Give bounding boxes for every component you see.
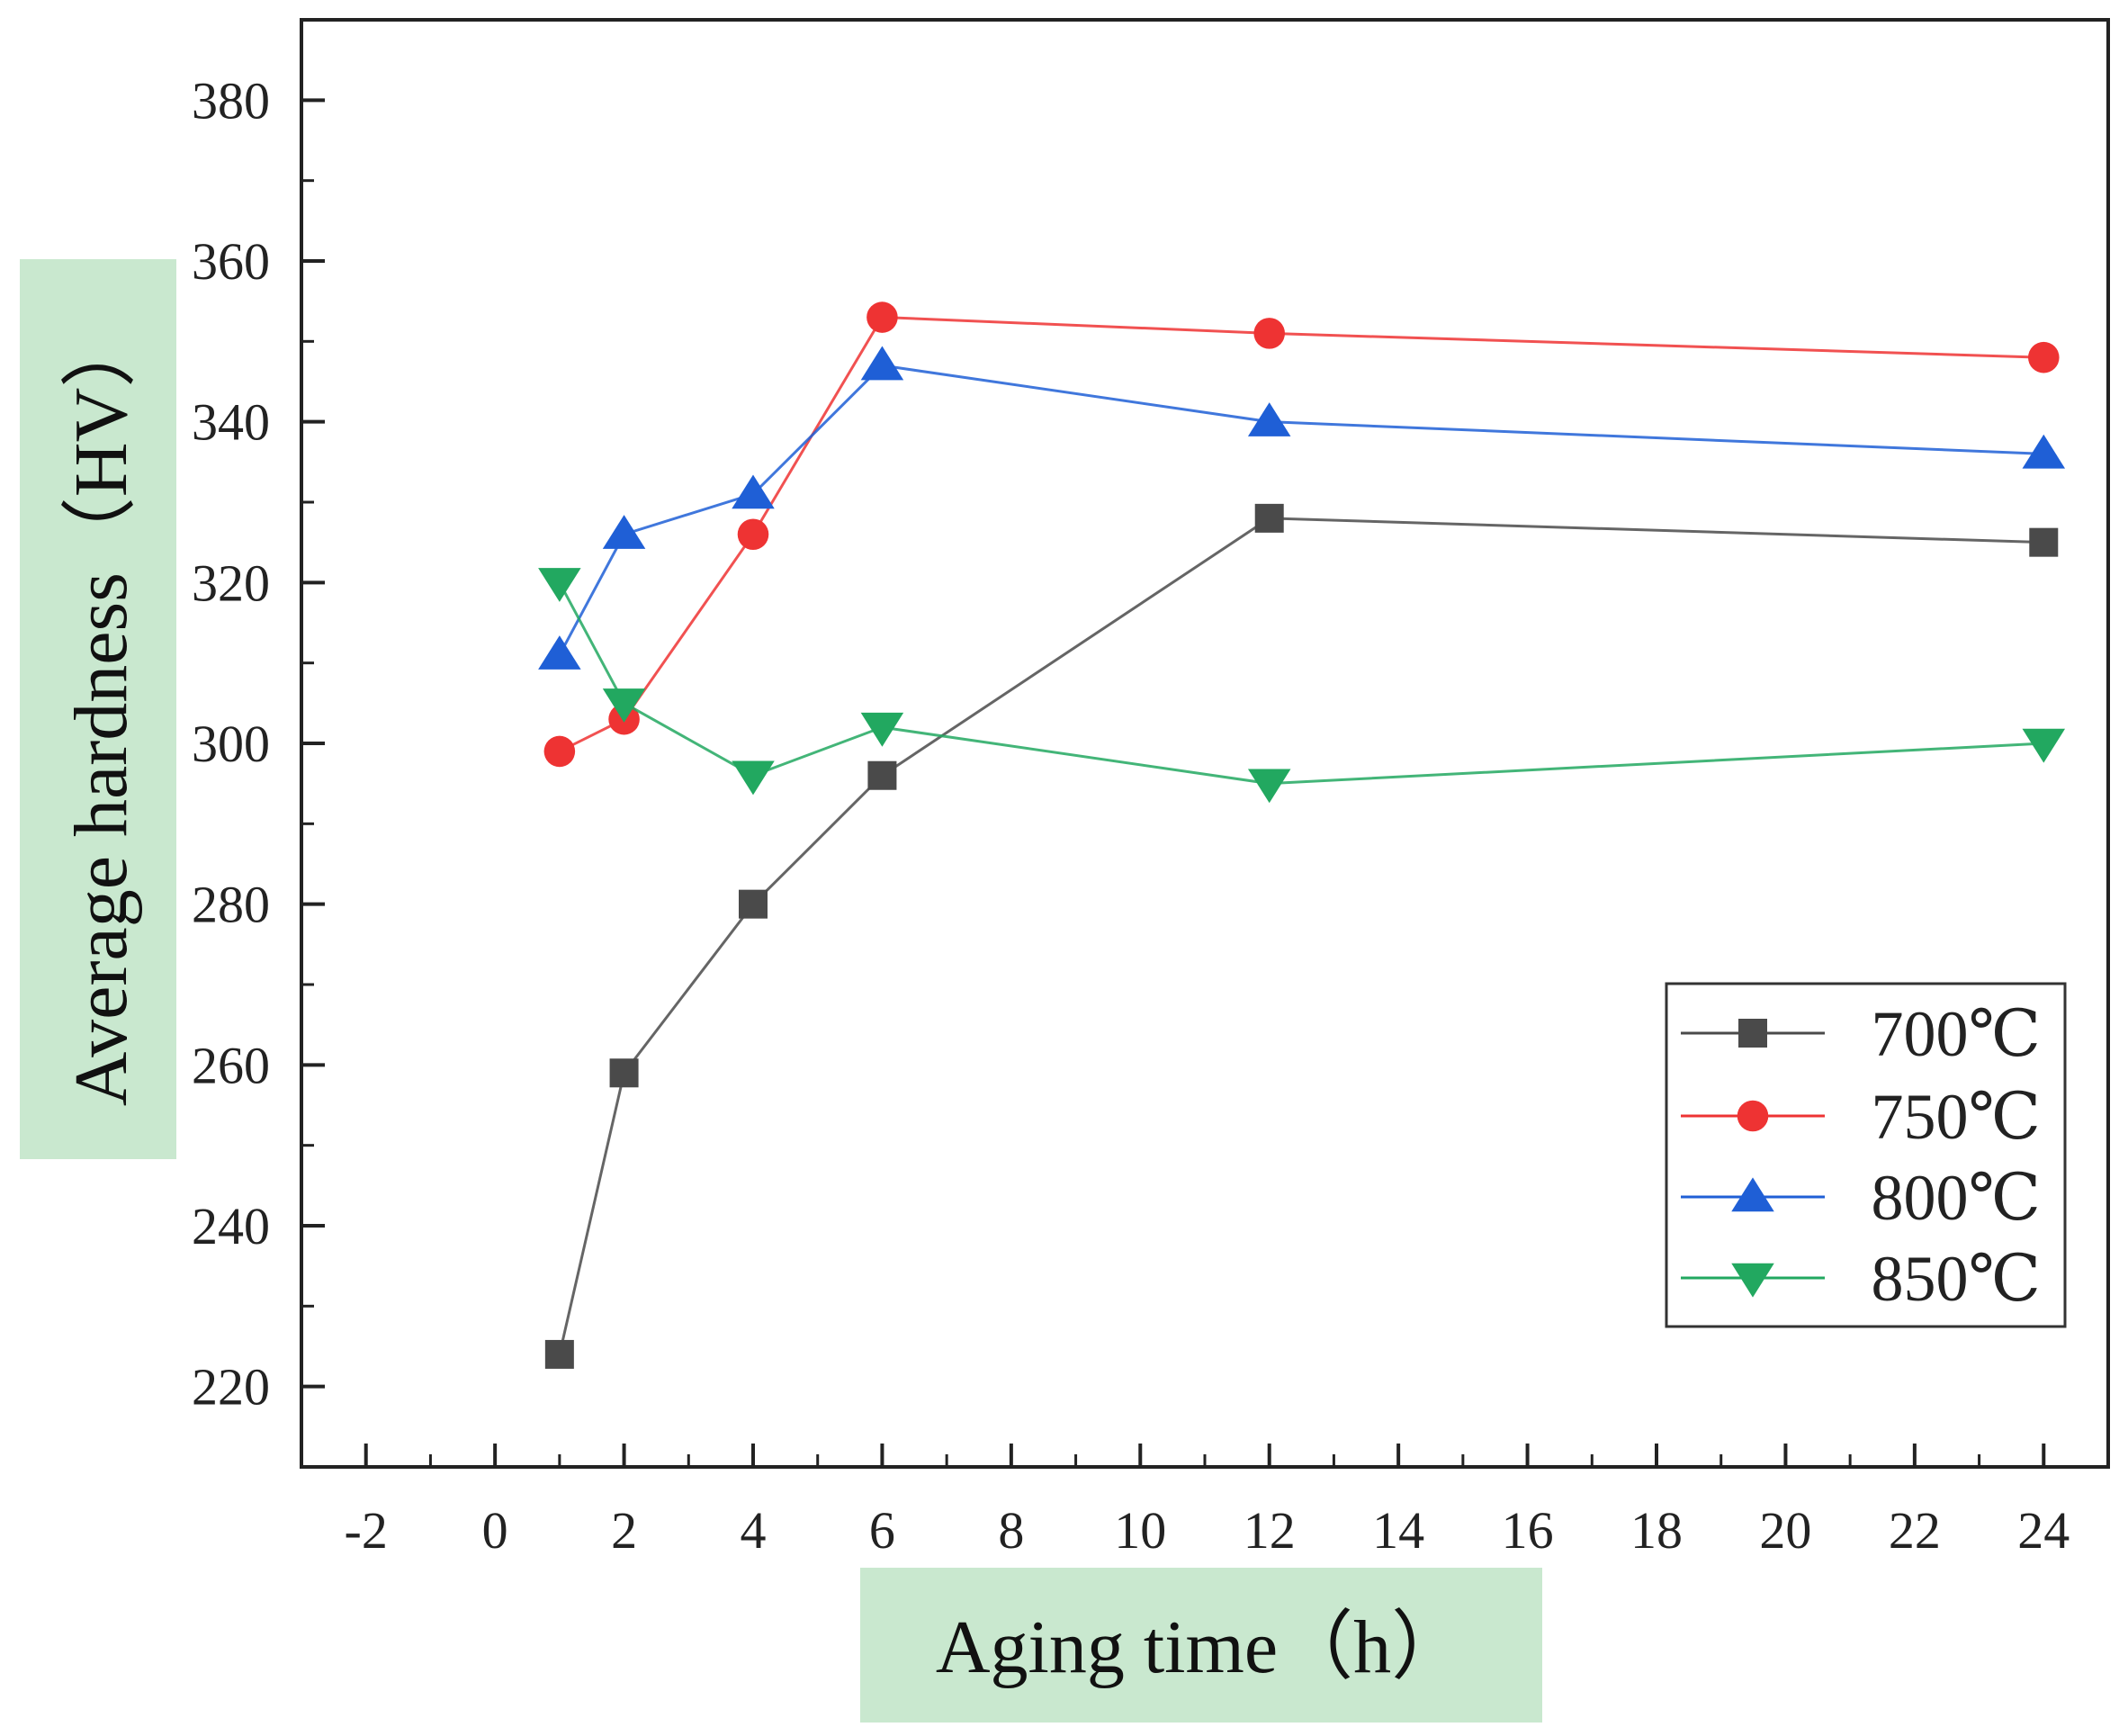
x-axis-title: Aging time（h） [936,1606,1467,1689]
data-point [1247,402,1291,436]
x-tick-label: -2 [345,1501,388,1560]
series-750℃ [543,301,2060,768]
y-tick-label: 340 [192,393,270,452]
x-tick-label: 12 [1244,1501,1296,1560]
legend-label: 750℃ [1871,1081,2041,1153]
data-point [732,760,775,796]
data-point [1253,318,1285,349]
x-tick-label: 10 [1114,1501,1166,1560]
data-point [1247,769,1291,804]
data-point [602,688,646,723]
y-tick-label: 280 [192,876,270,934]
data-point [544,1339,574,1369]
legend-marker [1731,1263,1774,1298]
x-tick-label: 16 [1502,1501,1554,1560]
legend-marker [1738,1019,1767,1048]
series-850℃ [538,568,2066,804]
series-700℃ [544,503,2059,1369]
x-tick-label: 8 [998,1501,1024,1560]
data-point [737,518,769,551]
data-point [2028,341,2060,373]
data-point [866,301,898,333]
legend-label: 850℃ [1871,1243,2041,1315]
x-tick-label: 22 [1889,1501,1941,1560]
data-point [602,515,646,549]
axis-ticks [301,98,2046,1467]
series-line [558,517,2044,1355]
x-tick-labels: -2 0 2 4 6 8 10 12 14 16 18 20 22 24 [345,1501,2070,1560]
series-layer [538,301,2066,1369]
legend-label: 700℃ [1871,998,2041,1070]
data-point [538,635,581,670]
x-tick-label: 14 [1372,1501,1424,1560]
x-tick-label: 6 [869,1501,895,1560]
data-point [538,568,581,602]
x-tick-label: 18 [1630,1501,1683,1560]
y-tick-label: 220 [192,1358,270,1417]
data-point [2022,728,2066,763]
legend-label: 800℃ [1871,1162,2041,1234]
x-tick-label: 0 [482,1501,508,1560]
data-point [860,712,904,747]
y-tick-label: 360 [192,232,270,291]
x-tick-label: 24 [2017,1501,2070,1560]
series-800℃ [538,346,2066,670]
x-tick-label: 2 [611,1501,637,1560]
y-tick-label: 260 [192,1036,270,1094]
x-tick-label: 20 [1759,1501,1811,1560]
series-line [558,581,2044,786]
legend-box [1665,982,2067,1328]
data-point [2022,434,2066,469]
series-line [558,364,2044,656]
y-tick-label: 300 [192,715,270,773]
data-point [2029,527,2059,557]
data-point [867,760,897,790]
data-point [543,735,576,768]
data-point [739,889,768,919]
y-axis-title: Average hardness（HV） [59,312,143,1107]
y-tick-label: 240 [192,1197,270,1255]
legend-marker [1737,1100,1769,1132]
data-point [860,346,904,381]
y-tick-label: 320 [192,553,270,612]
legend: 700℃ 750℃ 800℃ 850℃ [1665,982,2067,1328]
legend-marker [1731,1177,1774,1212]
data-point [1254,503,1284,533]
data-point [609,1058,639,1088]
ylabel-highlight [20,259,176,1159]
y-tick-labels: 220 240 260 280 300 320 340 360 380 [192,71,270,1416]
y-tick-label: 380 [192,71,270,130]
data-point [732,474,775,509]
xlabel-highlight [860,1568,1542,1723]
x-tick-label: 4 [741,1501,767,1560]
